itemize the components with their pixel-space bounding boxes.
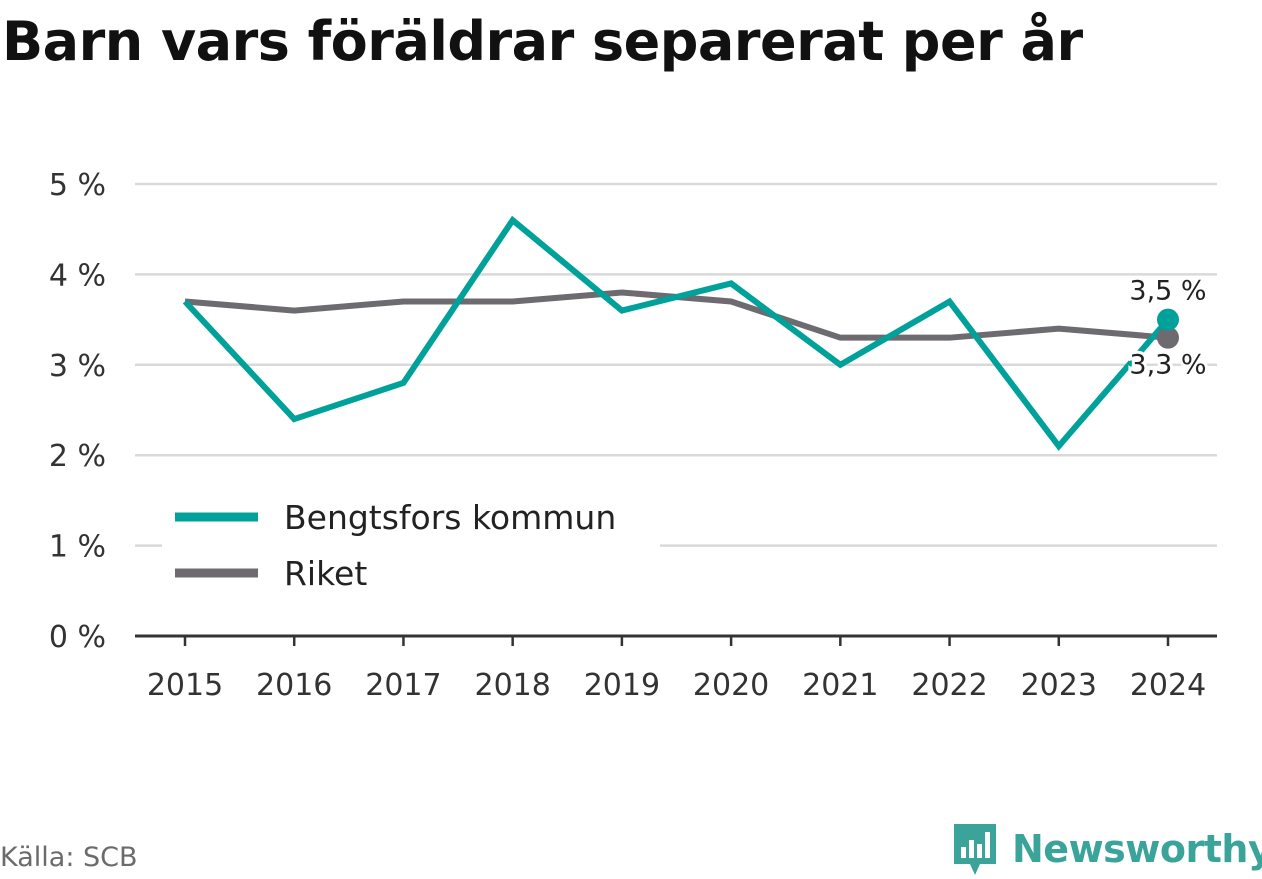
x-tick-label: 2016 <box>256 668 332 703</box>
y-tick-label: 0 % <box>49 620 106 655</box>
grid-lines <box>135 182 1217 547</box>
y-tick-label: 3 % <box>49 349 106 384</box>
source-note: Källa: SCB <box>0 842 138 873</box>
brand-name: Newsworthy <box>1012 827 1262 871</box>
brand-logo: Newsworthy <box>950 820 1262 878</box>
x-axis: 2015 2016 2017 2018 2019 2020 2021 2022 2023 2024 <box>135 634 1217 703</box>
legend: Bengtsfors kommun Riket <box>162 492 660 593</box>
newsworthy-logo-icon <box>954 824 996 875</box>
x-tick-label: 2018 <box>474 668 550 703</box>
y-tick-label: 1 % <box>49 530 106 565</box>
x-tick-label: 2024 <box>1130 668 1206 703</box>
end-value-labels: 3,5 % 3,3 % <box>1126 276 1209 384</box>
end-marker-riket <box>1157 326 1179 349</box>
x-tick-label: 2022 <box>911 668 987 703</box>
x-tick-label: 2020 <box>693 668 769 703</box>
chart-title: Barn vars föräldrar separerat per år <box>2 10 1083 73</box>
x-tick-label: 2021 <box>802 668 878 703</box>
x-tick-label: 2023 <box>1021 668 1097 703</box>
y-tick-label: 5 % <box>49 168 106 203</box>
end-label-riket: 3,3 % <box>1129 350 1206 381</box>
series-lines <box>182 215 1179 451</box>
legend-label-riket: Riket <box>284 554 367 593</box>
x-tick-label: 2015 <box>147 668 223 703</box>
x-tick-label: 2019 <box>584 668 660 703</box>
series-line-bengtsfors <box>182 215 1171 451</box>
end-label-bengtsfors: 3,5 % <box>1129 276 1206 307</box>
end-marker-bengtsfors <box>1157 308 1179 331</box>
y-tick-label: 2 % <box>49 439 106 474</box>
x-tick-label: 2017 <box>365 668 441 703</box>
y-tick-label: 4 % <box>49 258 106 293</box>
legend-label-bengtsfors: Bengtsfors kommun <box>284 498 616 537</box>
y-axis-tick-labels: 0 % 1 % 2 % 3 % 4 % 5 % <box>49 168 106 655</box>
